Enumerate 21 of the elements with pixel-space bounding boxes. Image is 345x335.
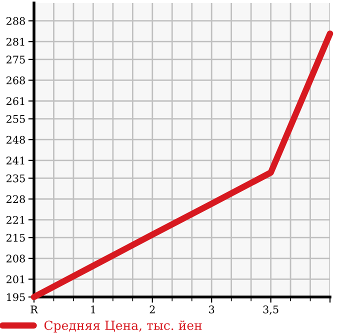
y-tick-label: 235 [6, 174, 25, 182]
x-tick-label: 3,5 [263, 306, 278, 315]
y-tick-label: 228 [6, 195, 25, 204]
y-tick-label: 281 [6, 38, 24, 46]
y-tick-label: 268 [6, 76, 25, 84]
x-tick-label: 2 [150, 306, 155, 314]
y-tick-label: 215 [6, 234, 25, 242]
legend-label: Средняя Цена, тыс. йен [44, 320, 202, 332]
y-tick-label: 208 [6, 254, 25, 262]
y-tick-label: 255 [6, 115, 25, 123]
y-tick-label: 248 [6, 136, 25, 144]
y-tick-label: 241 [6, 156, 24, 164]
y-tick-label: 221 [6, 216, 24, 224]
y-tick-label: 288 [6, 17, 25, 25]
y-tick-label: 201 [6, 275, 24, 284]
x-tick-label: 1 [91, 306, 96, 314]
y-tick-label: 275 [6, 56, 25, 64]
x-tick-label: R [30, 306, 38, 314]
x-tick-label: 3 [209, 306, 214, 314]
y-tick-label: 195 [7, 293, 25, 302]
y-tick-label: 261 [6, 97, 24, 106]
